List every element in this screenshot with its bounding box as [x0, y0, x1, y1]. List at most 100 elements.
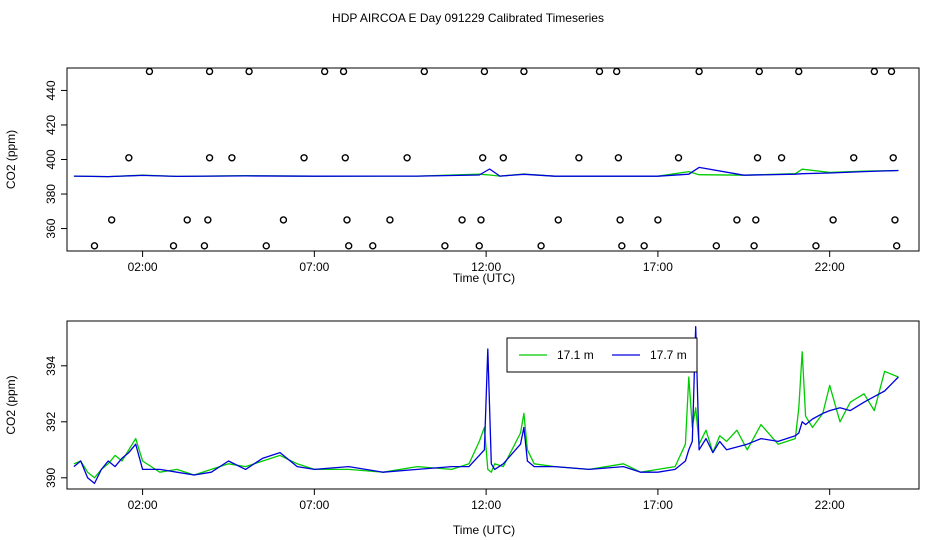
- reference-point: [420, 67, 428, 76]
- legend: 17.1 m 17.7 m: [506, 337, 698, 373]
- reference-points: [90, 67, 901, 250]
- reference-point: [870, 67, 879, 76]
- reference-point: [654, 216, 662, 224]
- reference-point: [887, 67, 896, 76]
- x-tick-label: 02:00: [128, 498, 158, 512]
- reference-point: [279, 216, 288, 224]
- reference-point: [205, 154, 214, 162]
- reference-point: [480, 67, 489, 76]
- x-axis-bottom: 02:00 07:00 12:00 17:00 22:00: [128, 488, 845, 512]
- series-line-1: [73, 351, 899, 479]
- series-lines-bottom: [73, 325, 899, 485]
- reference-point: [795, 67, 803, 76]
- reference-point: [499, 154, 508, 162]
- reference-point: [554, 216, 562, 224]
- reference-point: [752, 216, 760, 224]
- panel-top: 02:00 07:00 12:00 17:00 22:00 360 380 400 420 44…: [4, 67, 920, 285]
- reference-point: [183, 216, 191, 224]
- reference-point: [403, 154, 411, 162]
- x-tick-label: 22:00: [815, 260, 845, 274]
- reference-point: [345, 242, 353, 250]
- reference-point: [891, 216, 899, 224]
- reference-point: [245, 67, 253, 76]
- reference-point: [595, 67, 604, 76]
- series-line-2: [73, 166, 899, 178]
- y-tick-label: 392: [44, 411, 58, 431]
- reference-point: [169, 242, 178, 250]
- reference-point: [674, 154, 683, 162]
- reference-point: [228, 154, 236, 162]
- reference-point: [320, 67, 329, 76]
- reference-point: [441, 242, 449, 250]
- reference-point: [262, 242, 270, 250]
- x-axis-label-top: Time (UTC): [453, 271, 515, 285]
- y-tick-label: 400: [44, 149, 58, 169]
- reference-point: [812, 242, 820, 250]
- reference-point: [341, 154, 349, 162]
- x-tick-label: 02:00: [128, 260, 158, 274]
- reference-point: [520, 67, 528, 76]
- reference-point: [777, 154, 786, 162]
- reference-point: [478, 154, 487, 162]
- x-tick-label: 22:00: [815, 498, 845, 512]
- reference-point: [343, 216, 351, 224]
- reference-point: [386, 216, 394, 224]
- plot-frame-top: [66, 67, 920, 252]
- reference-point: [889, 154, 897, 162]
- chart-title: HDP AIRCOA E Day 091229 Calibrated Times…: [332, 11, 604, 25]
- y-tick-label: 390: [44, 467, 58, 487]
- series-lines-top: [73, 166, 899, 178]
- reference-point: [712, 242, 721, 250]
- reference-point: [618, 242, 626, 250]
- reference-point: [750, 242, 758, 250]
- x-tick-label: 17:00: [643, 260, 673, 274]
- x-tick-label: 07:00: [299, 498, 329, 512]
- reference-point: [575, 154, 583, 162]
- x-tick-label: 12:00: [471, 260, 501, 274]
- reference-point: [537, 242, 545, 250]
- reference-point: [90, 242, 99, 250]
- reference-point: [616, 216, 624, 224]
- y-axis-bottom: 390 392 394: [44, 355, 68, 488]
- reference-point: [614, 154, 623, 162]
- reference-point: [475, 242, 483, 250]
- reference-point: [640, 242, 648, 250]
- reference-point: [892, 242, 901, 250]
- panel-bottom: 02:00 07:00 12:00 17:00 22:00 390 392 394 Time…: [4, 320, 920, 537]
- y-tick-label: 440: [44, 80, 58, 100]
- legend-label-2: 17.7 m: [650, 348, 687, 362]
- x-tick-label: 17:00: [643, 498, 673, 512]
- x-axis-label-bottom: Time (UTC): [453, 523, 515, 537]
- reference-point: [829, 216, 837, 224]
- reference-point: [755, 67, 763, 76]
- reference-point: [733, 216, 741, 224]
- reference-point: [477, 216, 485, 224]
- plot-frame-bottom: [66, 320, 920, 490]
- reference-point: [107, 216, 116, 224]
- reference-point: [458, 216, 466, 224]
- reference-point: [300, 154, 308, 162]
- reference-point: [200, 242, 209, 250]
- x-tick-label: 07:00: [299, 260, 329, 274]
- reference-point: [205, 67, 214, 76]
- x-axis-top: 02:00 07:00 12:00 17:00 22:00: [128, 250, 845, 274]
- legend-label-1: 17.1 m: [557, 348, 594, 362]
- y-axis-label-top: CO2 (ppm): [4, 130, 18, 189]
- reference-point: [145, 67, 154, 76]
- reference-point: [850, 154, 858, 162]
- reference-point: [753, 154, 762, 162]
- reference-point: [695, 67, 703, 76]
- y-tick-label: 420: [44, 115, 58, 135]
- reference-point: [339, 67, 348, 76]
- y-tick-label: 360: [44, 218, 58, 238]
- x-tick-label: 12:00: [471, 498, 501, 512]
- series-line-2: [73, 325, 899, 485]
- reference-point: [125, 154, 133, 162]
- reference-point: [369, 242, 377, 250]
- y-tick-label: 380: [44, 184, 58, 204]
- reference-point: [204, 216, 212, 224]
- y-tick-label: 394: [44, 355, 58, 375]
- reference-point: [612, 67, 621, 76]
- y-axis-label-bottom: CO2 (ppm): [4, 375, 18, 434]
